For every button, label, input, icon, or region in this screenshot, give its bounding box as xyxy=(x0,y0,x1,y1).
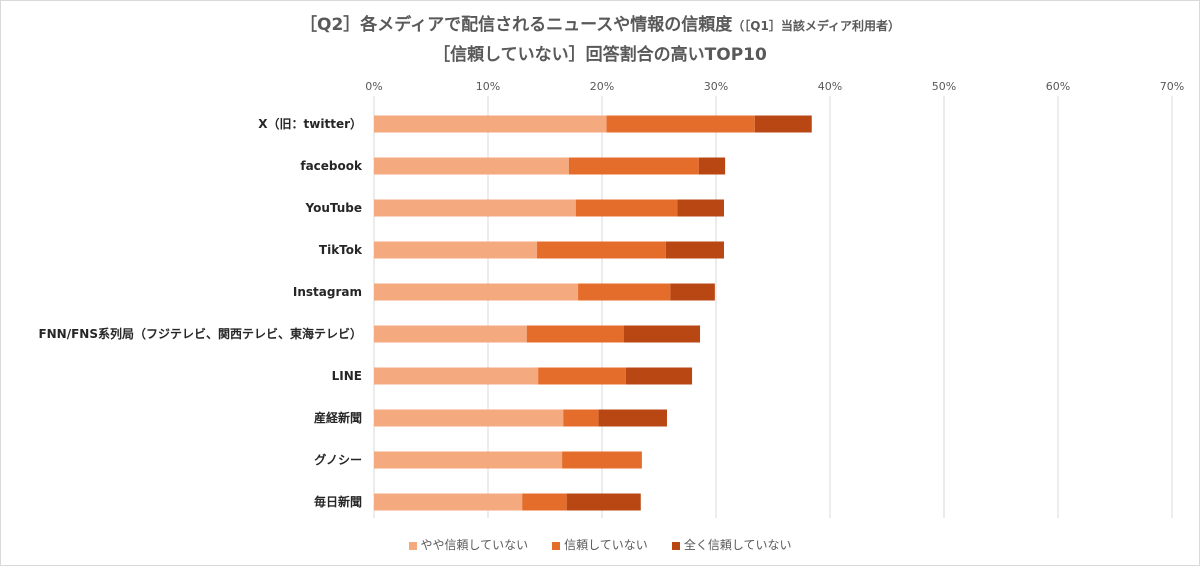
bar-segment-1 xyxy=(374,367,539,385)
category-label: YouTube xyxy=(304,201,362,215)
chart-title-line2: ［信頼していない］回答割合の高いTOP10 xyxy=(433,45,767,65)
bar-segment-2 xyxy=(568,157,699,175)
bar-segment-2 xyxy=(562,451,642,469)
category-label: FNN/FNS系列局（フジテレビ、関西テレビ、東海テレビ） xyxy=(38,326,362,341)
bar-segment-1 xyxy=(374,241,538,259)
bar-segment-3 xyxy=(670,283,715,301)
chart-legend: やや信頼していない 信頼していない 全く信頼していない xyxy=(0,536,1200,553)
bar-segment-2 xyxy=(522,493,567,511)
bar-segment-1 xyxy=(374,451,563,469)
category-label: facebook xyxy=(300,159,363,173)
title-sub: （［Q1］当該メディア利用者） xyxy=(732,19,900,33)
x-tick-label: 20% xyxy=(590,80,614,93)
category-label: Instagram xyxy=(293,285,362,299)
x-tick-label: 0% xyxy=(365,80,382,93)
bar-segment-1 xyxy=(374,283,579,301)
bar-segment-1 xyxy=(374,157,569,175)
bar-segment-3 xyxy=(623,325,701,343)
bar-segment-3 xyxy=(665,241,724,259)
category-label: X（旧：twitter） xyxy=(258,116,362,131)
bar-segment-1 xyxy=(374,199,576,217)
bar-segment-2 xyxy=(575,199,678,217)
x-tick-label: 60% xyxy=(1046,80,1070,93)
bar-segment-1 xyxy=(374,325,527,343)
bar-segment-1 xyxy=(374,409,564,427)
bar-segment-1 xyxy=(374,493,523,511)
bar-segment-2 xyxy=(537,241,666,259)
bar-segment-2 xyxy=(606,115,755,133)
legend-swatch-icon xyxy=(671,541,680,550)
x-tick-label: 30% xyxy=(704,80,728,93)
legend-swatch-icon xyxy=(408,541,417,550)
legend-label: 信頼していない xyxy=(564,538,648,552)
category-label: 産経新聞 xyxy=(314,410,362,425)
bar-segment-2 xyxy=(563,409,599,427)
legend-label: 全く信頼していない xyxy=(683,538,792,552)
bar-segment-3 xyxy=(625,367,693,385)
category-label: LINE xyxy=(332,369,362,383)
x-tick-label: 10% xyxy=(476,80,500,93)
bar-segment-3 xyxy=(754,115,812,133)
legend-item: 全く信頼していない xyxy=(671,536,792,553)
title-main: ［Q2］各メディアで配信されるニュースや情報の信頼度 xyxy=(300,15,733,35)
bar-segment-3 xyxy=(698,157,726,175)
legend-label: やや信頼していない xyxy=(420,538,529,552)
legend-swatch-icon xyxy=(552,541,561,550)
x-tick-label: 50% xyxy=(932,80,956,93)
bar-segment-3 xyxy=(677,199,724,217)
category-label: グノシー xyxy=(314,452,362,467)
bar-segment-2 xyxy=(578,283,671,301)
bar-segment-3 xyxy=(566,493,641,511)
category-label: TikTok xyxy=(319,243,363,257)
legend-item: 信頼していない xyxy=(552,536,648,553)
category-label: 毎日新聞 xyxy=(314,494,362,509)
chart-title-line1: ［Q2］各メディアで配信されるニュースや情報の信頼度（［Q1］当該メディア利用者… xyxy=(0,10,1200,35)
legend-item: やや信頼していない xyxy=(408,536,529,553)
bar-segment-2 xyxy=(526,325,624,343)
bar-segment-1 xyxy=(374,115,607,133)
x-tick-label: 40% xyxy=(818,80,842,93)
x-tick-label: 70% xyxy=(1160,80,1184,93)
bar-segment-2 xyxy=(538,367,626,385)
bar-segment-3 xyxy=(598,409,667,427)
